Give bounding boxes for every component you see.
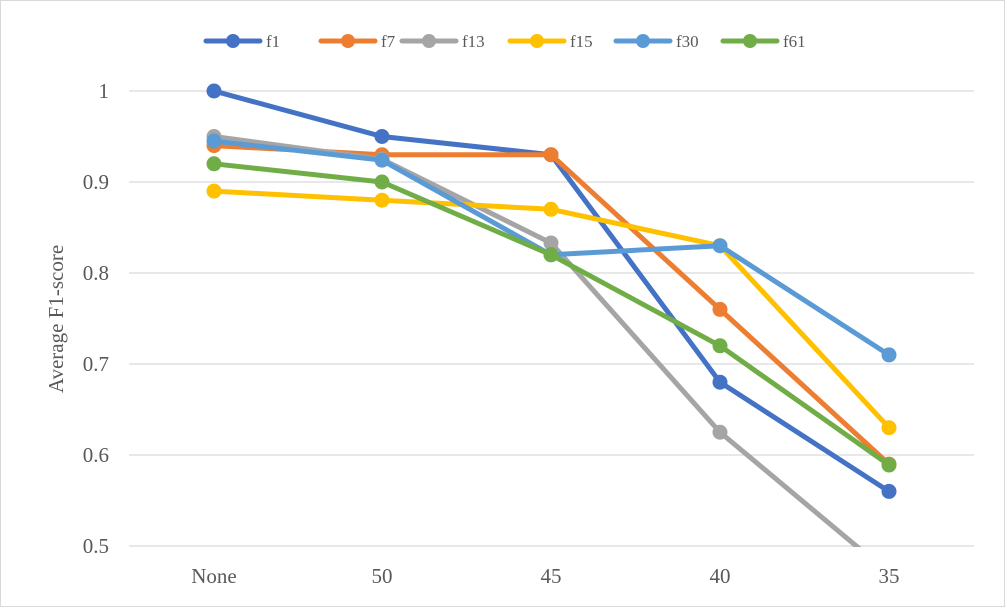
series-f7 [206, 138, 897, 472]
legend: f1 f7 f13 f15 f30 f61 [203, 32, 806, 51]
y-axis-ticks: 0.5 0.6 0.7 0.8 0.9 1 [83, 79, 109, 558]
data-point [543, 147, 559, 163]
y-axis-title: Average F1-score [44, 245, 68, 393]
legend-item-f61: f61 [720, 32, 806, 51]
x-axis-ticks: None 50 45 40 35 [191, 564, 899, 588]
x-tick-label: 40 [710, 564, 731, 588]
data-point [206, 156, 222, 172]
series-f61 [206, 156, 897, 473]
data-point [712, 238, 728, 254]
gridlines [129, 90, 974, 547]
legend-marker [530, 34, 544, 48]
data-point [881, 420, 897, 436]
y-tick-label: 1 [99, 79, 110, 103]
series-line [211, 143, 892, 467]
data-point [881, 457, 897, 473]
x-tick-label: 50 [372, 564, 393, 588]
legend-marker [743, 34, 757, 48]
legend-marker [422, 34, 436, 48]
legend-marker [226, 34, 240, 48]
legend-label: f15 [570, 32, 593, 51]
data-point [374, 129, 390, 144]
data-point [712, 338, 728, 354]
x-tick-label: 35 [879, 564, 900, 588]
data-point [374, 152, 390, 168]
legend-item-f1: f1 [203, 32, 280, 51]
data-point [712, 301, 728, 317]
legend-item-f13: f13 [399, 32, 485, 51]
series-layer [206, 83, 897, 547]
data-point [374, 174, 390, 190]
x-tick-label: 45 [541, 564, 562, 588]
data-point [206, 183, 222, 199]
legend-marker [341, 34, 355, 48]
y-tick-label: 0.6 [83, 443, 109, 467]
data-point [543, 247, 559, 263]
legend-label: f1 [266, 32, 280, 51]
data-point [543, 201, 559, 217]
data-point [712, 424, 728, 440]
data-point [712, 374, 728, 390]
y-tick-label: 0.9 [83, 170, 109, 194]
legend-item-f7: f7 [318, 32, 396, 51]
data-point [881, 483, 897, 499]
legend-label: f61 [783, 32, 806, 51]
data-point [206, 83, 222, 99]
legend-label: f13 [462, 32, 485, 51]
legend-marker [636, 34, 650, 48]
y-tick-label: 0.5 [83, 534, 109, 558]
legend-item-f15: f15 [507, 32, 593, 51]
y-tick-label: 0.7 [83, 352, 109, 376]
data-point [206, 133, 222, 149]
data-point [881, 347, 897, 363]
x-tick-label: None [191, 564, 237, 588]
data-point [543, 235, 559, 251]
data-point [374, 192, 390, 208]
legend-item-f30: f30 [613, 32, 699, 51]
y-tick-label: 0.8 [83, 261, 109, 285]
legend-label: f7 [381, 32, 396, 51]
legend-label: f30 [676, 32, 699, 51]
series-f15 [206, 183, 897, 436]
